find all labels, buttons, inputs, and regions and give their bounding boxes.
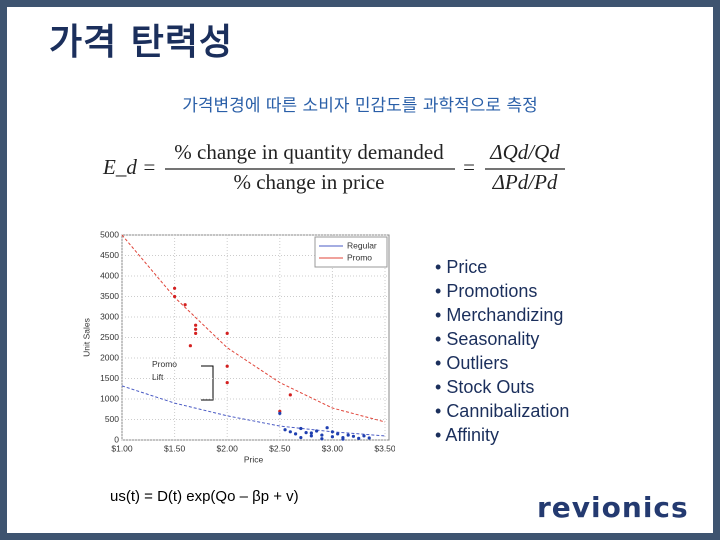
y-tick-label: 2500 bbox=[100, 332, 119, 342]
bullet: Stock Outs bbox=[435, 375, 569, 399]
data-point bbox=[362, 434, 366, 438]
data-point bbox=[299, 435, 303, 440]
y-tick-label: 3500 bbox=[100, 291, 119, 301]
data-point bbox=[336, 432, 340, 436]
bullet: Merchandizing bbox=[435, 303, 569, 327]
subtitle: 가격변경에 따른 소비자 민감도를 과학적으로 측정 bbox=[182, 96, 538, 116]
data-point bbox=[293, 432, 298, 436]
series-line bbox=[121, 385, 386, 437]
data-point bbox=[299, 426, 303, 431]
data-point bbox=[351, 434, 356, 438]
data-point bbox=[357, 436, 361, 440]
data-point bbox=[278, 411, 282, 415]
legend-label: Promo bbox=[347, 252, 372, 262]
bullet: Seasonality bbox=[435, 327, 569, 351]
x-tick-label: $3.00 bbox=[322, 443, 344, 453]
data-point bbox=[173, 286, 177, 290]
x-tick-label: $1.50 bbox=[164, 443, 186, 453]
data-point bbox=[283, 428, 287, 432]
data-point bbox=[325, 426, 329, 430]
formula-numerator: % change in quantity demanded bbox=[174, 140, 444, 164]
bullet: Promotions bbox=[435, 279, 569, 303]
x-tick-label: $3.50 bbox=[374, 443, 395, 453]
x-axis-label: Price bbox=[244, 454, 264, 464]
data-point bbox=[194, 323, 198, 327]
x-tick-label: $2.00 bbox=[217, 443, 239, 453]
data-point bbox=[225, 331, 229, 335]
y-tick-label: 4000 bbox=[100, 270, 119, 280]
y-tick-label: 2000 bbox=[100, 352, 119, 362]
series-line bbox=[121, 234, 386, 423]
x-tick-label: $2.50 bbox=[269, 443, 291, 453]
data-point bbox=[330, 430, 334, 434]
y-tick-label: 500 bbox=[105, 414, 119, 424]
data-point bbox=[225, 381, 229, 385]
formula-right-numerator: ΔQd/Qd bbox=[489, 140, 560, 164]
y-tick-label: 1500 bbox=[100, 373, 119, 383]
data-point bbox=[367, 436, 371, 440]
data-point bbox=[309, 431, 313, 435]
bullet: Affinity bbox=[435, 423, 569, 447]
legend-box bbox=[314, 236, 388, 268]
data-point bbox=[341, 437, 345, 441]
footer-formula: us(t) = D(t) exp(Qo – βp + v) bbox=[110, 488, 299, 505]
legend-label: Regular bbox=[347, 240, 377, 250]
data-point bbox=[346, 433, 350, 437]
data-point bbox=[188, 344, 192, 348]
y-tick-label: 3000 bbox=[100, 311, 119, 321]
formula-equals: = bbox=[463, 155, 475, 179]
data-point bbox=[304, 431, 308, 435]
formula-denominator: % change in price bbox=[233, 170, 384, 194]
data-point bbox=[330, 435, 334, 439]
data-point bbox=[320, 437, 324, 441]
formula-lhs: E_d = bbox=[102, 155, 156, 179]
bullet: Price bbox=[435, 255, 569, 279]
data-point bbox=[194, 327, 198, 331]
x-tick-label: $1.00 bbox=[111, 443, 133, 453]
data-point bbox=[183, 303, 187, 307]
bullet: Outliers bbox=[435, 351, 569, 375]
formula-right-denominator: ΔPd/Pd bbox=[492, 170, 558, 194]
bullet-list: PricePromotionsMerchandizingSeasonalityO… bbox=[435, 255, 569, 447]
chart: 0 500 1000 1500 2000 2500 3000 3500 4000 4500 5000… bbox=[81, 229, 395, 464]
title: 가격 탄력성 bbox=[49, 22, 234, 63]
y-axis-label: Unit Sales bbox=[81, 318, 91, 357]
annotation: Promo Lift bbox=[152, 359, 177, 382]
y-tick-label: 5000 bbox=[100, 229, 119, 239]
y-tick-label: 1000 bbox=[100, 393, 119, 403]
data-point bbox=[288, 393, 292, 397]
bullet: Cannibalization bbox=[435, 399, 569, 423]
bracket bbox=[201, 365, 214, 401]
data-point bbox=[309, 434, 313, 438]
y-tick-label: 4500 bbox=[100, 250, 119, 260]
data-point bbox=[173, 294, 177, 299]
data-point bbox=[320, 433, 324, 437]
data-point bbox=[225, 364, 229, 368]
data-point bbox=[288, 430, 292, 434]
data-point bbox=[194, 331, 198, 335]
data-point bbox=[315, 429, 319, 433]
y-tick-label: 0 bbox=[114, 434, 119, 444]
formula: E_d = % change in quantity demanded % ch… bbox=[102, 140, 565, 194]
logo: revionics bbox=[537, 491, 689, 524]
